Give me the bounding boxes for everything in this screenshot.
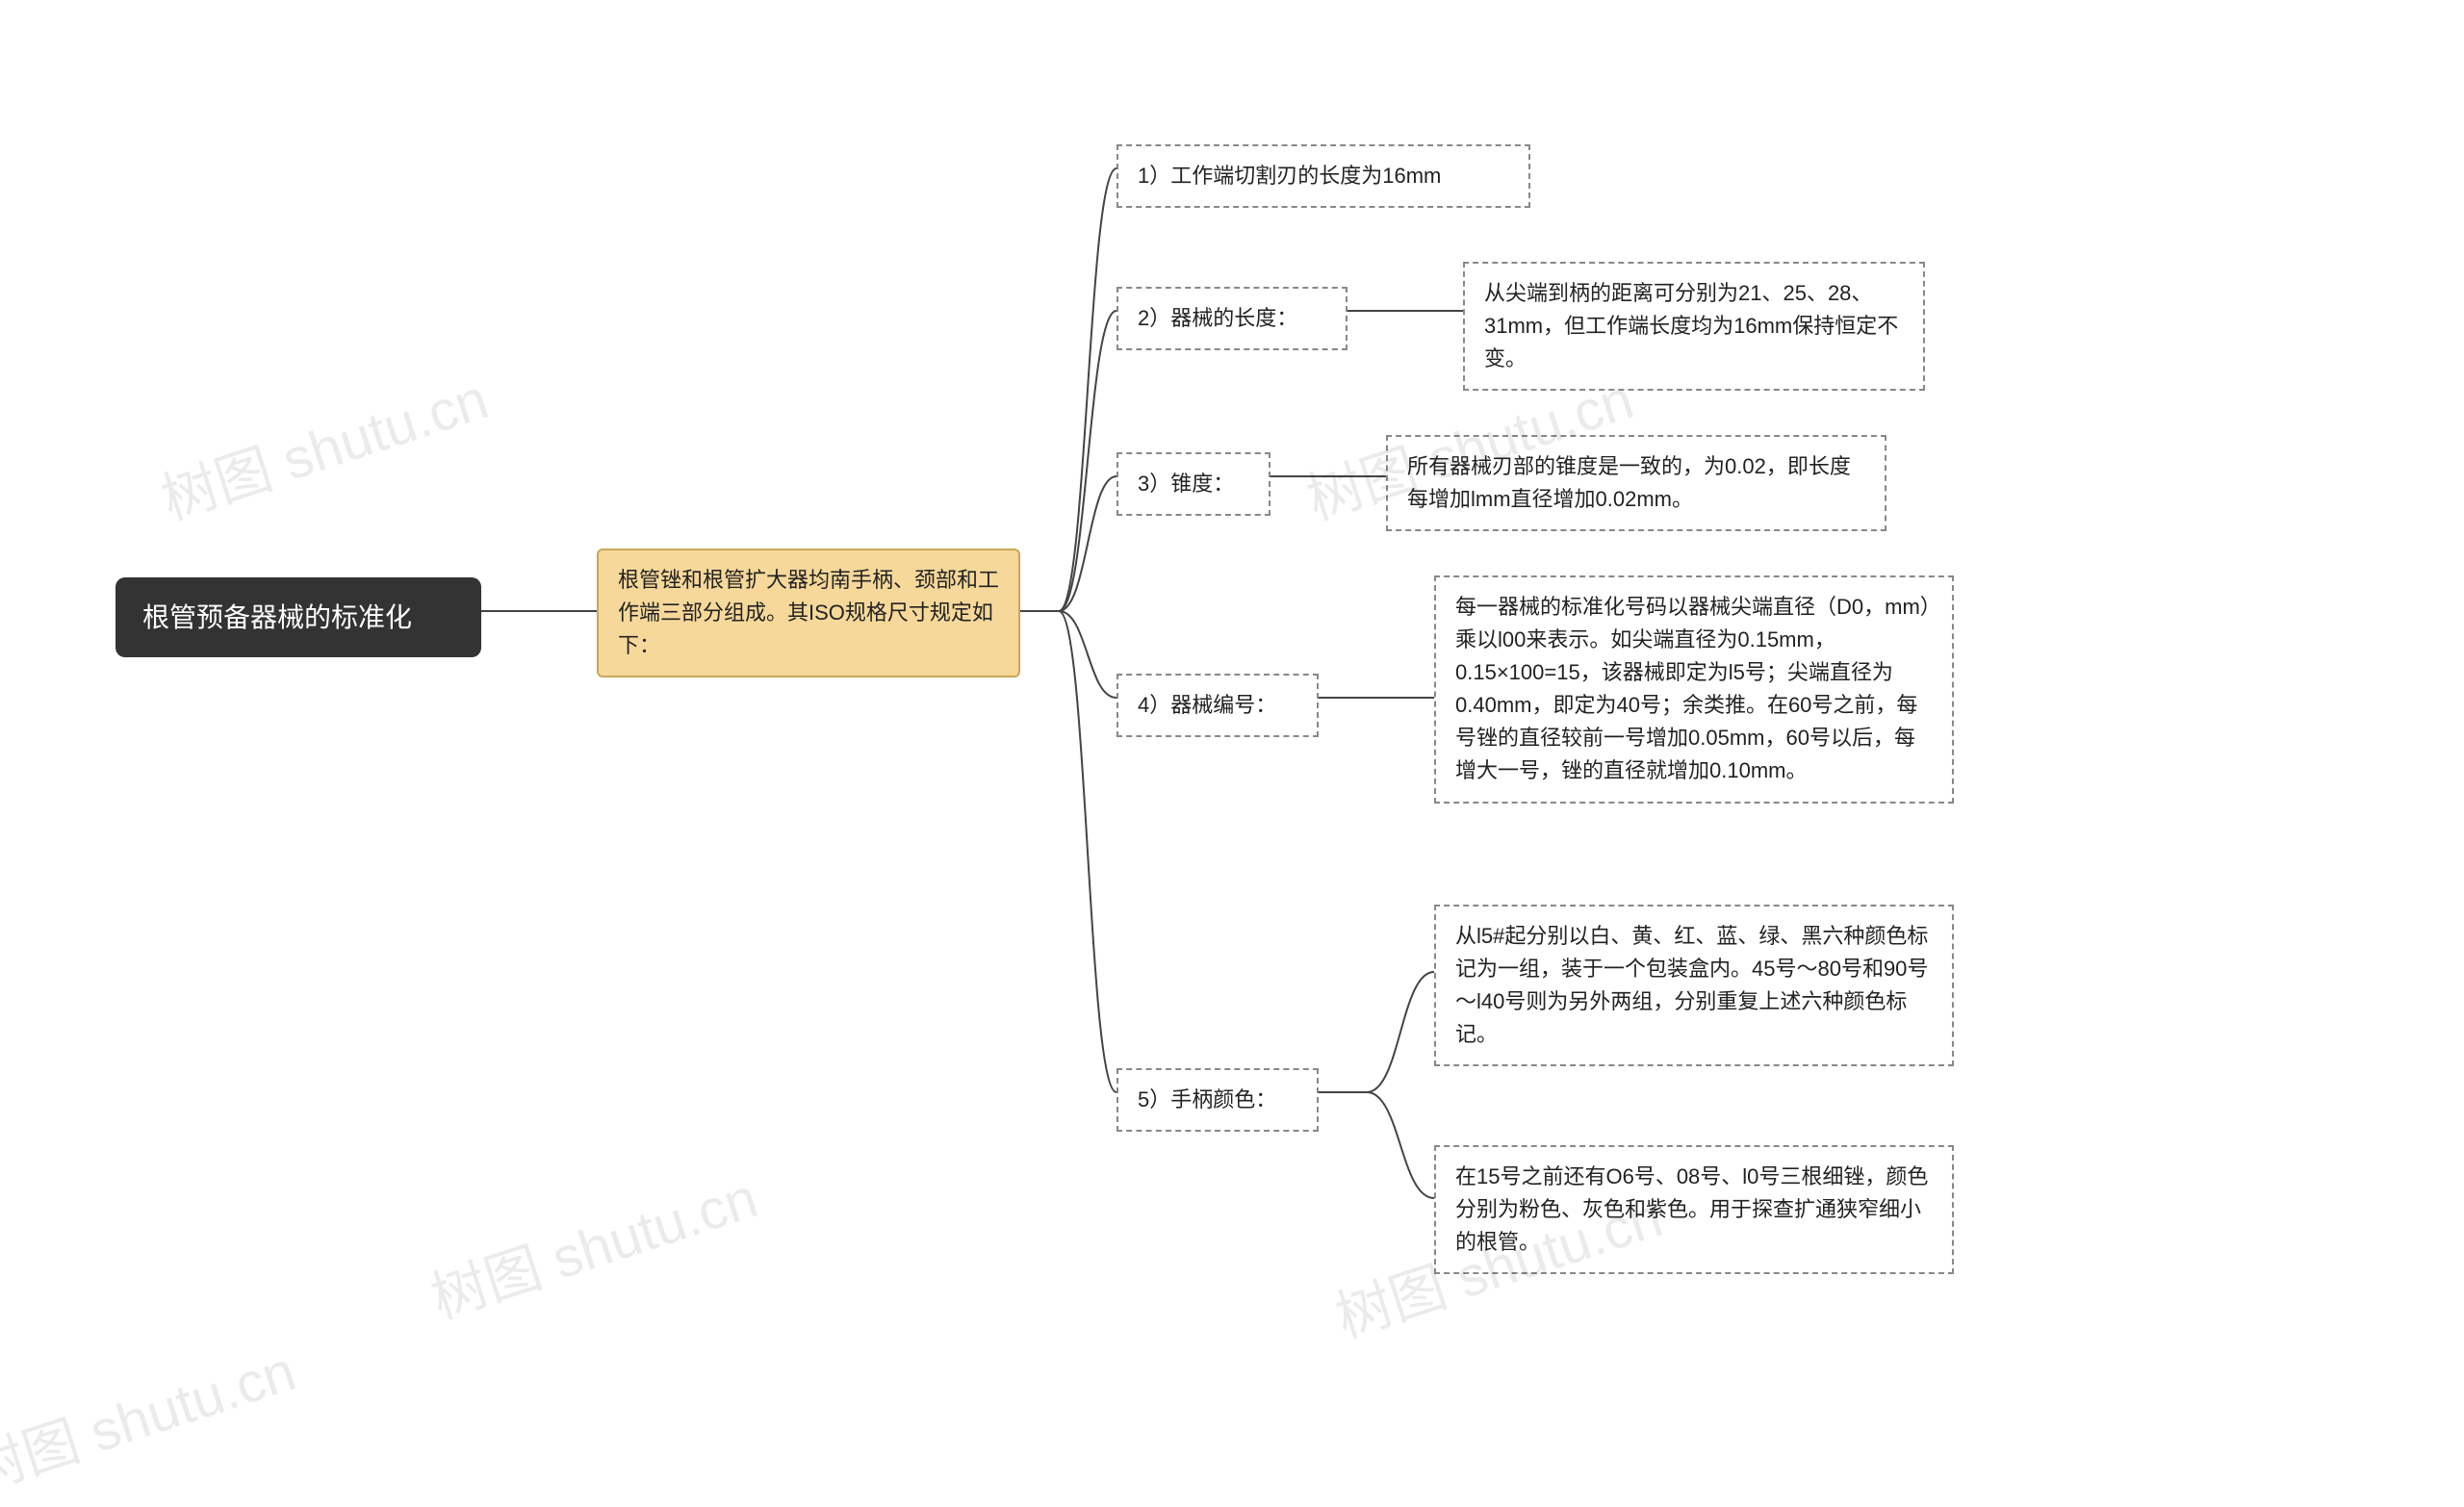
leaf-label: 每一器械的标准化号码以器械尖端直径（D0，mm）乘以l00来表示。如尖端直径为0… (1455, 595, 1931, 782)
branch-node: 4）器械编号： (1116, 674, 1319, 737)
root-label: 根管预备器械的标准化 (142, 602, 412, 632)
leaf-node: 从尖端到柄的距离可分别为21、25、28、31mm，但工作端长度均为16mm保持… (1463, 262, 1925, 391)
level1-node: 根管锉和根管扩大器均南手柄、颈部和工作端三部分组成。其ISO规格尺寸规定如下： (597, 549, 1020, 677)
watermark: 树图 shutu.cn (150, 354, 497, 535)
connector-line (1059, 168, 1116, 611)
connector-line (1059, 611, 1116, 698)
connector-line (1367, 1092, 1434, 1198)
branch-node: 3）锥度： (1116, 452, 1270, 516)
leaf-node: 在15号之前还有O6号、08号、l0号三根细锉，颜色分别为粉色、灰色和紫色。用于… (1434, 1145, 1954, 1274)
branch-node: 2）器械的长度： (1116, 287, 1348, 350)
connector-line (1059, 311, 1116, 611)
leaf-node: 从l5#起分别以白、黄、红、蓝、绿、黑六种颜色标记为一组，装于一个包装盒内。45… (1434, 905, 1954, 1066)
branch-label: 4）器械编号： (1138, 693, 1276, 717)
connector-layer (0, 0, 2464, 1498)
branch-label: 1）工作端切割刃的长度为16mm (1138, 164, 1441, 188)
branch-node: 1）工作端切割刃的长度为16mm (1116, 144, 1530, 208)
branch-label: 3）锥度： (1138, 472, 1234, 496)
level1-label: 根管锉和根管扩大器均南手柄、颈部和工作端三部分组成。其ISO规格尺寸规定如下： (618, 568, 999, 657)
branch-node: 5）手柄颜色： (1116, 1068, 1319, 1132)
branch-label: 5）手柄颜色： (1138, 1087, 1276, 1111)
branch-label: 2）器械的长度： (1138, 306, 1297, 330)
mindmap-canvas: 根管预备器械的标准化 根管锉和根管扩大器均南手柄、颈部和工作端三部分组成。其IS… (0, 0, 2464, 1498)
leaf-label: 所有器械刃部的锥度是一致的，为0.02，即长度每增加lmm直径增加0.02mm。 (1407, 454, 1851, 511)
leaf-label: 在15号之前还有O6号、08号、l0号三根细锉，颜色分别为粉色、灰色和紫色。用于… (1455, 1164, 1928, 1254)
watermark: 树图 shutu.cn (0, 1326, 304, 1507)
leaf-node: 所有器械刃部的锥度是一致的，为0.02，即长度每增加lmm直径增加0.02mm。 (1386, 435, 1886, 531)
root-node: 根管预备器械的标准化 (116, 577, 481, 657)
leaf-label: 从l5#起分别以白、黄、红、蓝、绿、黑六种颜色标记为一组，装于一个包装盒内。45… (1455, 924, 1928, 1046)
connector-line (1059, 476, 1116, 611)
leaf-label: 从尖端到柄的距离可分别为21、25、28、31mm，但工作端长度均为16mm保持… (1484, 281, 1898, 370)
connector-line (1059, 611, 1116, 1092)
connector-line (1367, 972, 1434, 1092)
watermark: 树图 shutu.cn (420, 1153, 766, 1334)
leaf-node: 每一器械的标准化号码以器械尖端直径（D0，mm）乘以l00来表示。如尖端直径为0… (1434, 575, 1954, 804)
